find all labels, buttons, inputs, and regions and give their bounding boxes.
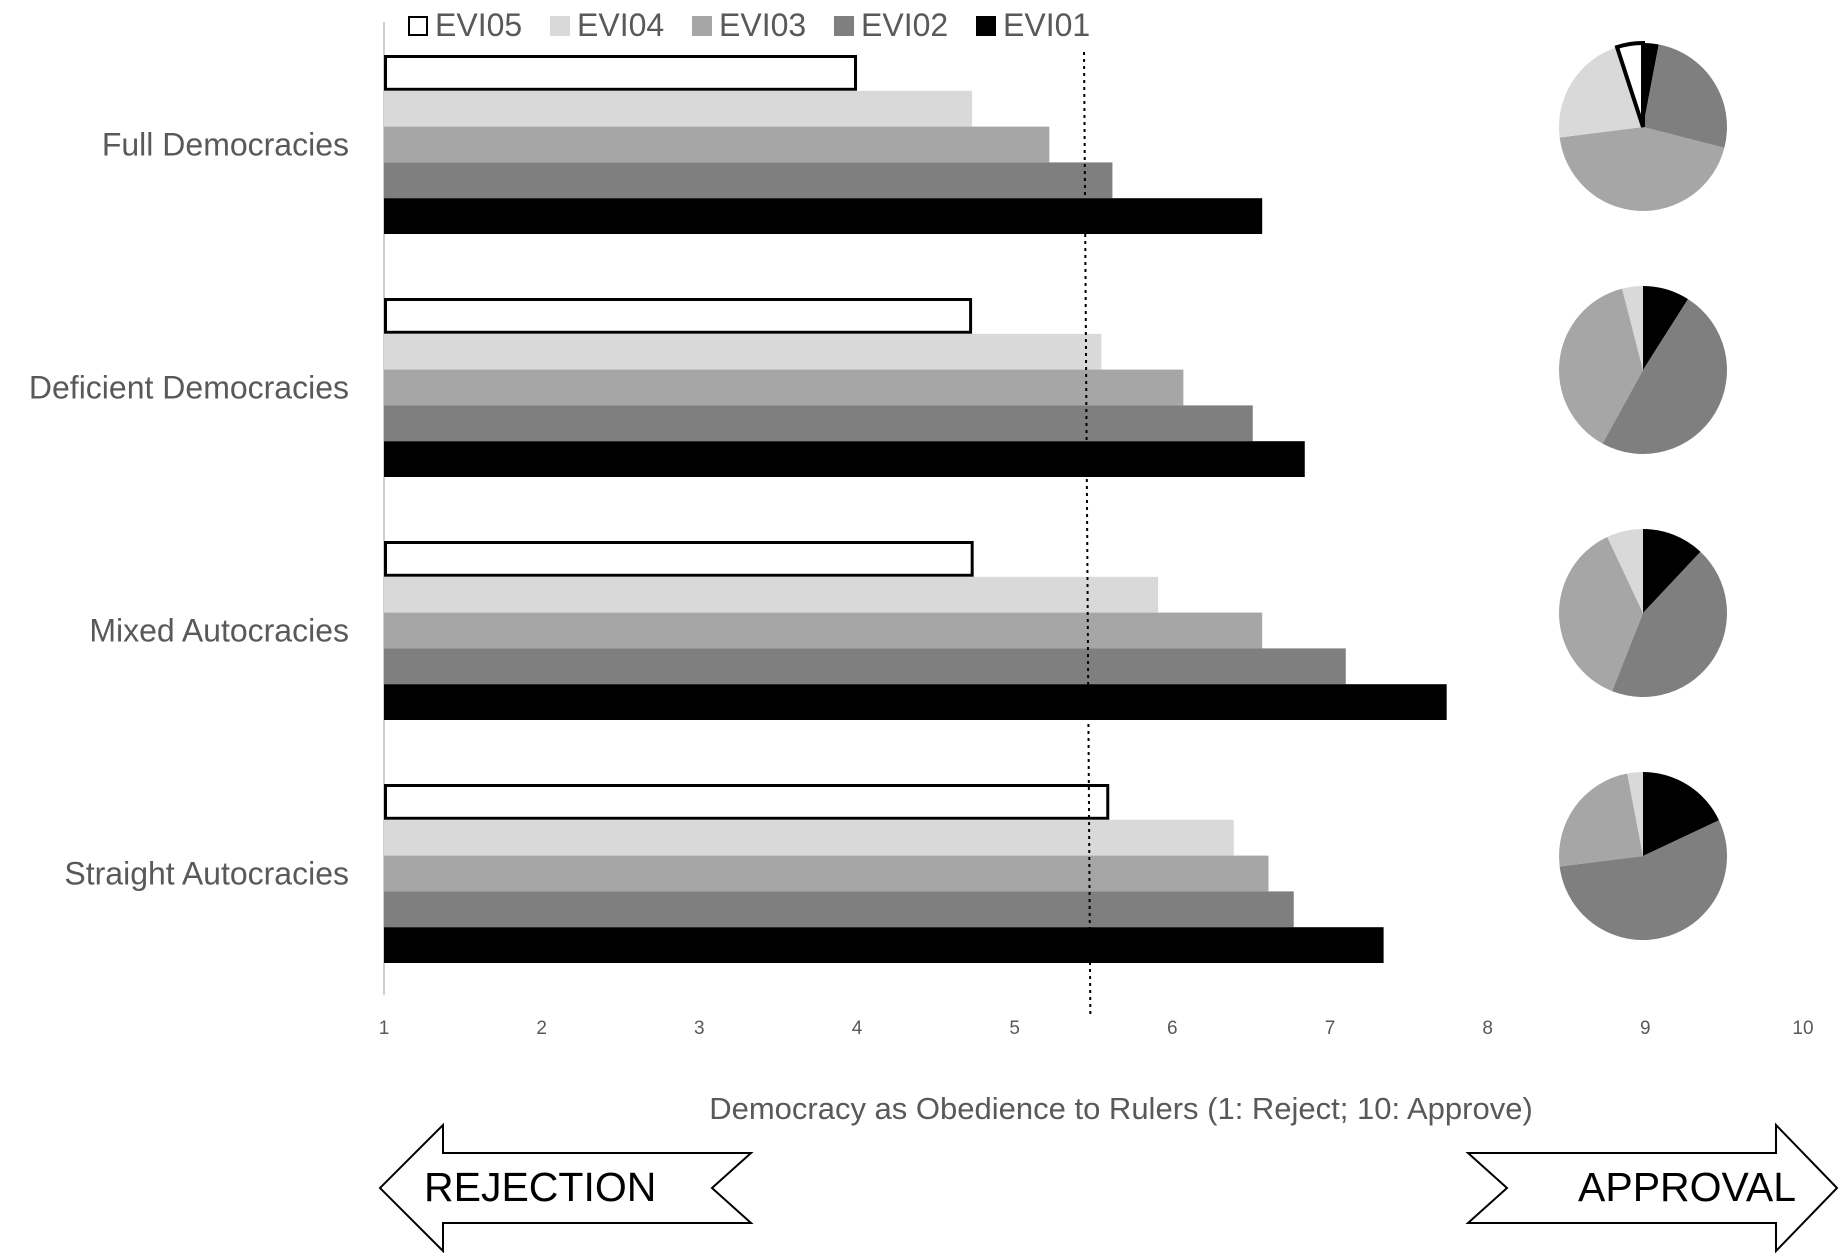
pie-slice-full-democracies-evi01 [1643,43,1659,127]
x-tick-label: 10 [1792,1018,1813,1039]
pie-slice-full-democracies-evi03 [1559,127,1725,211]
bar-mixed-autocracies-evi04 [384,576,1159,613]
bar-full-democracies-evi02 [384,162,1113,199]
pie-slice-full-democracies-evi05 [1614,40,1645,128]
legend-swatch-evi03 [692,16,712,36]
legend-swatch-evi05 [408,16,428,36]
pie-slice-straight-autocracies-evi04 [1627,772,1643,856]
pie-slice-full-democracies-evi04 [1559,47,1643,138]
pie-slice-straight-autocracies-evi02 [1559,820,1728,940]
x-tick-label: 9 [1640,1018,1651,1039]
bar-mixed-autocracies-evi03 [384,612,1263,649]
bar-deficient-democracies-evi05 [384,298,973,334]
bar-full-democracies-evi03 [384,126,1050,163]
x-tick-label: 7 [1325,1018,1336,1039]
x-tick-label: 1 [379,1018,390,1039]
bar-full-democracies-evi01 [384,198,1263,234]
bar-mixed-autocracies-evi01 [384,684,1447,720]
bar-group [384,55,1447,963]
category-label-full-democracies: Full Democracies [102,127,349,163]
pie-slice-deficient-democracies-evi02 [1602,299,1728,455]
legend-swatch-evi02 [834,16,854,36]
bar-mixed-autocracies-evi02 [384,648,1346,685]
x-tick-label: 3 [694,1018,705,1039]
x-tick-label: 8 [1482,1018,1493,1039]
rejection-arrow-label: REJECTION [424,1164,656,1210]
approval-arrow: APPROVAL [1465,1122,1839,1253]
x-axis-title: Democracy as Obedience to Rulers (1: Rej… [709,1091,1533,1126]
pie-slice-deficient-democracies-evi03 [1558,288,1643,444]
pie-slice-straight-autocracies-evi01 [1643,772,1720,856]
x-tick-label: 6 [1167,1018,1178,1039]
category-labels: Full Democracies Deficient Democracies Mix… [29,127,349,892]
legend-label-evi01: EVI01 [1003,7,1090,43]
x-tick-label: 5 [1009,1018,1020,1039]
category-label-straight-autocracies: Straight Autocracies [64,856,349,892]
pie-slice-mixed-autocracies-evi02 [1612,551,1727,697]
legend-label-evi02: EVI02 [861,7,948,43]
category-label-deficient-democracies: Deficient Democracies [29,370,349,406]
bar-deficient-democracies-evi02 [384,405,1253,442]
category-label-mixed-autocracies: Mixed Autocracies [89,613,349,649]
pie-group [1558,40,1728,940]
approval-arrow-shape [1465,1122,1839,1253]
bar-mixed-autocracies-evi05 [384,541,974,577]
bar-deficient-democracies-evi04 [384,333,1102,370]
bar-full-democracies-evi04 [384,90,973,127]
x-tick-label: 4 [852,1018,863,1039]
pie-slice-straight-autocracies-evi03 [1558,773,1643,867]
legend-label-evi04: EVI04 [577,7,664,43]
legend-swatch-evi01 [976,16,996,36]
bar-straight-autocracies-evi02 [384,891,1294,928]
rejection-arrow: REJECTION [378,1122,754,1253]
bar-straight-autocracies-evi04 [384,819,1234,856]
chart-legend: EVI05 EVI04 EVI03 EVI02 EVI01 [408,7,1090,43]
bar-deficient-democracies-evi01 [384,441,1305,477]
bar-straight-autocracies-evi01 [384,927,1384,963]
bar-full-democracies-evi05 [384,55,857,91]
pie-slice-mixed-autocracies-evi03 [1559,536,1643,692]
pie-slice-deficient-democracies-evi04 [1622,286,1643,370]
legend-label-evi05: EVI05 [435,7,522,43]
pie-slice-full-democracies-evi02 [1643,44,1727,148]
x-tick-label: 2 [536,1018,547,1039]
pie-slice-mixed-autocracies-evi01 [1643,529,1701,613]
legend-label-evi03: EVI03 [719,7,806,43]
bar-deficient-democracies-evi03 [384,369,1184,406]
bar-straight-autocracies-evi03 [384,855,1269,892]
bar-straight-autocracies-evi05 [384,784,1110,820]
approval-arrow-label: APPROVAL [1578,1164,1796,1210]
pie-slice-mixed-autocracies-evi04 [1607,529,1643,613]
x-tick-labels: 1 2 3 4 5 6 7 8 9 10 [379,1018,1814,1039]
rejection-arrow-shape [378,1122,754,1253]
pie-slice-deficient-democracies-evi01 [1643,286,1689,370]
legend-swatch-evi04 [550,16,570,36]
